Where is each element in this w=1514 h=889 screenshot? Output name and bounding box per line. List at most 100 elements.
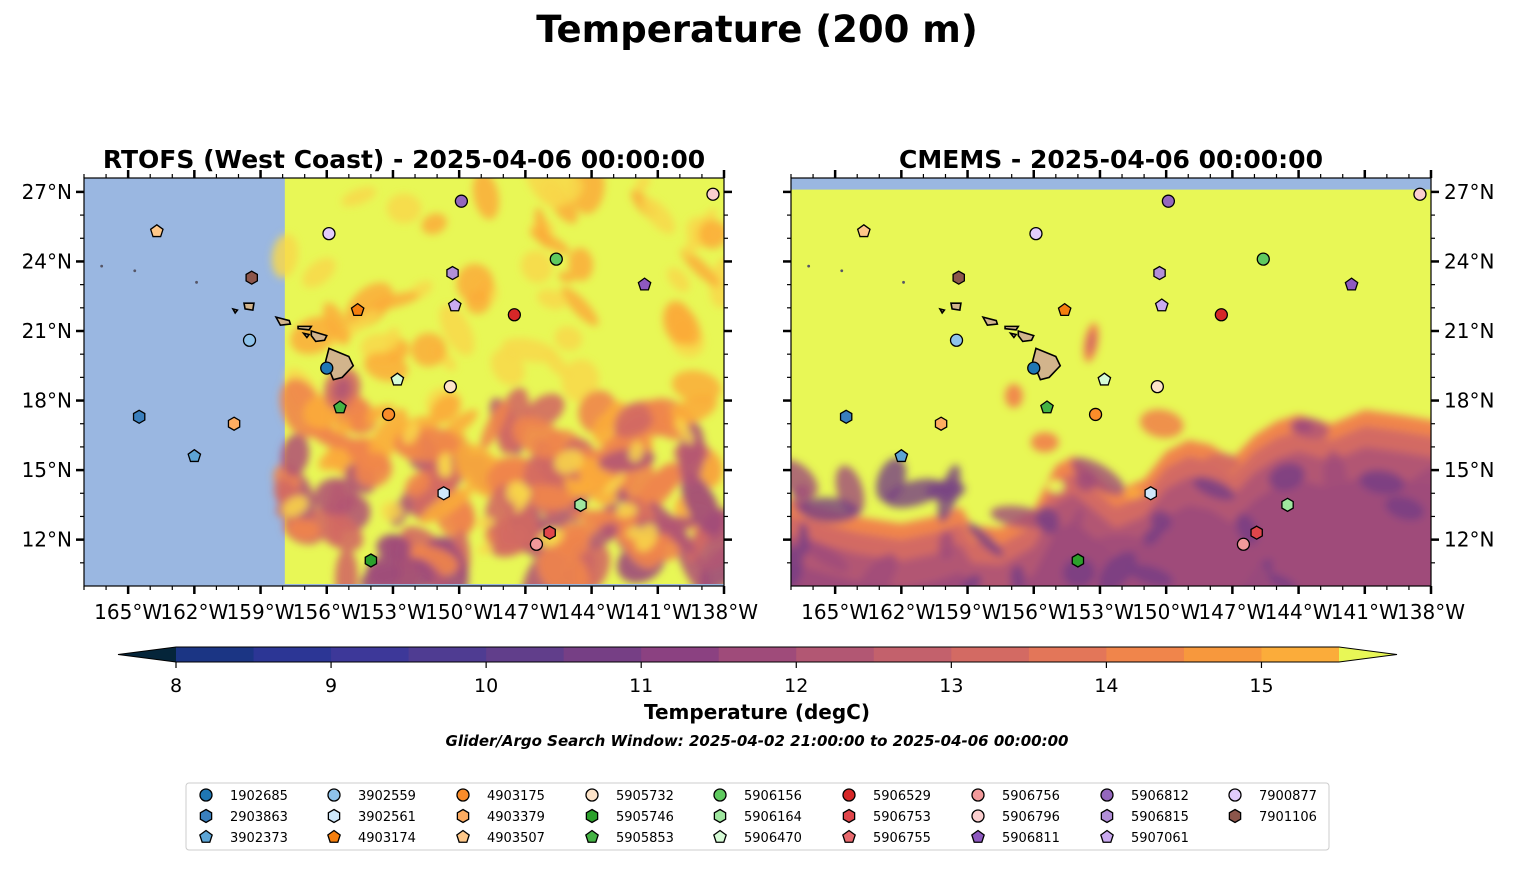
rtofs-marker-5906156	[549, 252, 563, 266]
legend-item-7900877: 7900877	[1228, 788, 1317, 804]
cmems-island-kauai	[950, 302, 962, 312]
rtofs-marker-4903174	[350, 302, 365, 317]
legend-marker-3902559	[327, 788, 341, 802]
cmems-x-tick-label: 147°W	[1198, 600, 1266, 624]
rtofs-x-tick-label: 153°W	[359, 600, 427, 624]
legend-label: 1902685	[230, 789, 288, 804]
rtofs-marker-5906529	[507, 308, 521, 322]
cmems-marker-4903175	[1088, 407, 1103, 422]
legend-label: 4903507	[487, 831, 545, 846]
cmems-marker-5906812	[1161, 194, 1176, 208]
legend-item-3902561: 3902561	[327, 808, 416, 825]
rtofs-island-niihau	[231, 307, 239, 315]
colorbar-segment	[1183, 647, 1262, 662]
cmems-marker-3902561	[1144, 486, 1157, 501]
colorbar-tick-label: 8	[170, 675, 182, 697]
cmems-marker-7900877	[1029, 226, 1043, 241]
colorbar-extend-low	[118, 647, 176, 662]
cmems-x-tick-label: 162°W	[867, 600, 935, 624]
legend-marker-5905732	[585, 788, 599, 802]
legend-marker-7900877	[1228, 788, 1242, 802]
rtofs-x-tick-label: 150°W	[425, 600, 493, 624]
colorbar-segment	[253, 647, 332, 662]
legend-item-7901106: 7901106	[1228, 808, 1317, 825]
legend-item-4903174: 4903174	[327, 829, 416, 846]
legend-item-5906529: 5906529	[842, 788, 931, 804]
legend-marker-5906811	[971, 829, 985, 843]
legend-label: 7901106	[1259, 810, 1317, 825]
rtofs-island-molokai	[297, 325, 313, 331]
legend-marker-5906470	[713, 829, 727, 843]
legend-frame	[185, 782, 1330, 851]
legend-marker-5906755	[842, 829, 856, 843]
legend-label: 5906812	[1131, 789, 1189, 804]
cmems-x-tick-label: 165°W	[801, 600, 869, 624]
rtofs-x-tick-label: 138°W	[690, 600, 758, 624]
cmems-marker-5906753	[1250, 525, 1263, 540]
legend-marker-5906812	[1100, 788, 1114, 802]
legend-item-5906815: 5906815	[1100, 808, 1189, 825]
legend-label: 5905732	[616, 789, 674, 804]
rtofs-marker-5906815	[446, 265, 459, 281]
colorbar-segment	[486, 647, 565, 662]
cmems-marker-5906529	[1214, 308, 1228, 322]
cmems-panel-title: CMEMS - 2025-04-06 00:00:00	[899, 145, 1323, 174]
cmems-x-tick-label: 141°W	[1331, 600, 1399, 624]
rtofs-islet	[133, 269, 137, 273]
cmems-x-tick-label: 156°W	[1000, 600, 1068, 624]
cmems-x-tick-label: 153°W	[1066, 600, 1134, 624]
rtofs-islet	[100, 264, 104, 268]
rtofs-axes: 165°W162°W159°W156°W153°W150°W147°W144°W…	[22, 170, 758, 624]
legend-marker-4903507	[456, 829, 470, 843]
rtofs-y-tick-label: 12°N	[22, 528, 72, 552]
rtofs-island-oahu	[274, 315, 292, 327]
cmems-y-tick-label: 24°N	[1444, 249, 1494, 273]
cmems-land	[807, 264, 1062, 381]
cmems-marker-5906156	[1256, 252, 1270, 266]
legend-item-5907061: 5907061	[1100, 829, 1189, 846]
legend-item-5905732: 5905732	[585, 788, 674, 804]
cmems-y-tick-label: 12°N	[1444, 528, 1494, 552]
legend-marker-5906529	[842, 788, 856, 802]
cmems-island-niihau	[938, 307, 946, 315]
legend-item-5906796: 5906796	[971, 809, 1060, 825]
cmems-marker-7901106	[952, 270, 965, 285]
cmems-y-tick-label: 18°N	[1444, 389, 1494, 413]
rtofs-islet	[195, 280, 198, 284]
legend-marker-5905746	[585, 808, 599, 824]
colorbar-segment	[176, 647, 255, 662]
legend-label: 5907061	[1131, 831, 1189, 846]
rtofs-marker-5906756	[529, 537, 544, 551]
legend-marker-3902561	[327, 808, 341, 824]
cmems-x-tick-label: 159°W	[934, 600, 1002, 624]
rtofs-panel: RTOFS (West Coast) - 2025-04-06 00:00:00…	[22, 145, 759, 624]
cmems-islet	[840, 269, 844, 273]
cmems-marker-5906164	[1281, 497, 1294, 513]
rtofs-platform-markers	[132, 187, 720, 568]
colorbar-tick-label: 14	[1094, 675, 1118, 697]
colorbar-segment	[1261, 647, 1340, 662]
cmems-y-tick-label: 21°N	[1444, 319, 1494, 343]
figure-title: Temperature (200 m)	[536, 8, 978, 51]
colorbar-tick-label: 10	[474, 675, 498, 697]
rtofs-y-tick-label: 21°N	[22, 319, 72, 343]
rtofs-plot-frame	[83, 177, 725, 587]
colorbar-tick-label: 15	[1249, 675, 1273, 697]
legend-label: 5905853	[616, 831, 674, 846]
legend-marker-5905853	[585, 829, 599, 843]
cmems-platform-markers	[839, 187, 1427, 568]
legend-marker-5906164	[713, 808, 727, 824]
cmems-marker-5905732	[1150, 379, 1164, 394]
legend-label: 5906811	[1002, 831, 1060, 846]
cmems-y-tick-label: 27°N	[1444, 180, 1494, 204]
colorbar-segment	[641, 647, 720, 662]
rtofs-marker-1902685	[320, 361, 334, 375]
colorbar-segment	[718, 647, 797, 662]
rtofs-land	[100, 264, 355, 381]
rtofs-x-tick-label: 159°W	[227, 600, 295, 624]
legend-item-1902685: 1902685	[199, 788, 288, 804]
legend-marker-2903863	[199, 808, 213, 824]
legend-marker-5906156	[713, 788, 727, 802]
legend-label: 5906470	[744, 831, 802, 846]
